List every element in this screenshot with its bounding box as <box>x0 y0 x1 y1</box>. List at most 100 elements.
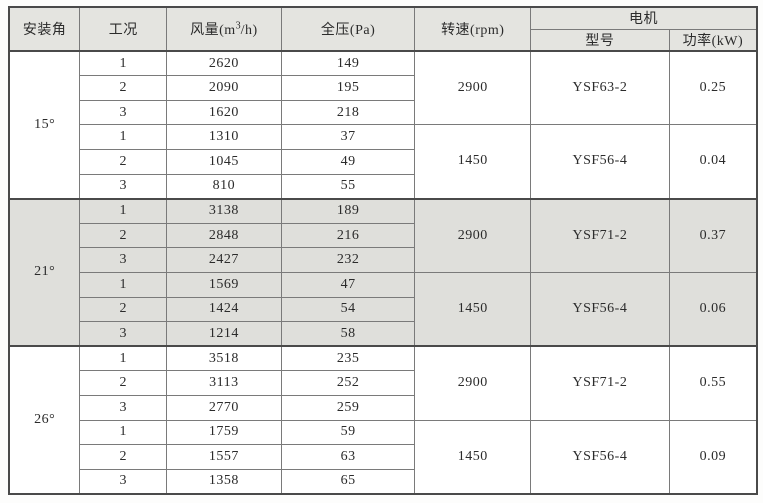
pressure-cell: 54 <box>280 296 416 323</box>
condition-cell: 3 <box>79 321 168 347</box>
condition-cell: 3 <box>79 99 168 126</box>
condition-cell: 3 <box>79 247 168 273</box>
motor-model-cell: YSF56-4 <box>530 419 670 495</box>
pressure-cell: 216 <box>280 222 416 249</box>
table-row: 1 1569 47 1450 YSF56-4 0.06 <box>9 271 758 347</box>
speed-cell: 2900 <box>414 50 532 126</box>
airflow-cell: 2620 <box>166 50 282 77</box>
table-row: 3 810 55 <box>9 173 757 200</box>
motor-model-cell: YSF71-2 <box>530 197 670 273</box>
table-row: 2 3113 252 <box>9 370 757 397</box>
header-motor: 电机 <box>530 6 758 30</box>
speed-cell: 2900 <box>414 345 532 421</box>
condition-cell: 3 <box>79 395 168 421</box>
condition-cell: 2 <box>79 370 168 397</box>
pressure-cell: 63 <box>280 444 416 470</box>
pressure-cell: 235 <box>280 345 416 372</box>
airflow-cell: 3113 <box>166 370 282 397</box>
condition-cell: 2 <box>79 148 168 175</box>
header-airflow: 风量(m3/h) <box>166 6 282 52</box>
condition-cell: 1 <box>79 50 168 77</box>
airflow-cell: 2770 <box>166 395 282 421</box>
airflow-cell: 1358 <box>166 468 282 495</box>
pressure-cell: 149 <box>280 50 416 77</box>
motor-power-cell: 0.37 <box>668 197 758 273</box>
airflow-cell: 1557 <box>166 444 282 470</box>
airflow-cell: 3518 <box>166 345 282 372</box>
header-motor-power: 功率(kW) <box>668 28 758 52</box>
motor-power-cell: 0.04 <box>668 124 758 200</box>
header-airflow-superscript: 3 <box>235 20 241 32</box>
airflow-cell: 1424 <box>166 296 282 323</box>
condition-cell: 2 <box>79 444 168 470</box>
airflow-cell: 1045 <box>166 148 282 175</box>
table-row: 1 1759 59 1450 YSF56-4 0.09 <box>9 419 758 495</box>
motor-power-cell: 0.09 <box>668 419 758 495</box>
pressure-cell: 58 <box>280 321 416 347</box>
motor-power-cell: 0.55 <box>668 345 758 421</box>
airflow-cell: 3138 <box>166 197 282 224</box>
motor-model-cell: YSF56-4 <box>530 124 670 200</box>
airflow-cell: 1214 <box>166 321 282 347</box>
airflow-cell: 1569 <box>166 271 282 298</box>
condition-cell: 3 <box>79 173 168 200</box>
airflow-cell: 2848 <box>166 222 282 249</box>
fan-specification-table: 安装角 工况 风量(m3/h) 全压(Pa) 转速(rpm) 电机 型号 功率(… <box>8 6 758 495</box>
condition-cell: 1 <box>79 124 168 150</box>
speed-cell: 2900 <box>414 197 532 273</box>
condition-cell: 1 <box>79 271 168 298</box>
motor-model-cell: YSF71-2 <box>530 345 670 421</box>
table-row: 2 2090 195 <box>9 75 757 101</box>
table-row: 2 1557 63 <box>9 444 757 470</box>
pressure-cell: 59 <box>280 419 416 446</box>
header-motor-model: 型号 <box>530 28 670 52</box>
condition-cell: 1 <box>79 197 168 224</box>
table-row: 21° 1 3138 189 2900 YSF71-2 0.37 <box>8 197 758 347</box>
condition-cell: 1 <box>79 345 168 372</box>
condition-cell: 2 <box>79 75 168 101</box>
header-angle: 安装角 <box>8 6 81 52</box>
condition-cell: 1 <box>79 419 168 446</box>
header-speed: 转速(rpm) <box>414 6 532 52</box>
table-row: 2 1045 49 <box>9 148 757 175</box>
airflow-cell: 2427 <box>166 247 282 273</box>
header-pressure: 全压(Pa) <box>280 6 416 52</box>
airflow-cell: 810 <box>166 173 282 200</box>
speed-cell: 1450 <box>414 271 532 347</box>
airflow-cell: 1759 <box>166 419 282 446</box>
table-row: 3 1620 218 <box>9 99 757 126</box>
speed-cell: 1450 <box>414 124 532 200</box>
motor-model-cell: YSF63-2 <box>530 50 670 126</box>
pressure-cell: 252 <box>280 370 416 397</box>
table-row: 3 1358 65 <box>9 468 757 495</box>
pressure-cell: 49 <box>280 148 416 175</box>
header-condition: 工况 <box>79 6 168 52</box>
airflow-cell: 1620 <box>166 99 282 126</box>
condition-cell: 2 <box>79 296 168 323</box>
angle-cell: 26° <box>8 345 81 495</box>
pressure-cell: 65 <box>280 468 416 495</box>
header-airflow-suffix: /h) <box>240 23 258 38</box>
angle-cell: 21° <box>8 197 81 347</box>
header-row-2: 型号 功率(kW) <box>9 28 758 52</box>
motor-power-cell: 0.06 <box>668 271 758 347</box>
motor-power-cell: 0.25 <box>668 50 758 126</box>
pressure-cell: 55 <box>280 173 416 200</box>
table-row: 26° 1 3518 235 2900 YSF71-2 0.55 <box>8 345 758 495</box>
airflow-cell: 2090 <box>166 75 282 101</box>
pressure-cell: 195 <box>280 75 416 101</box>
condition-cell: 3 <box>79 468 168 495</box>
condition-cell: 2 <box>79 222 168 249</box>
speed-cell: 1450 <box>414 419 532 495</box>
motor-model-cell: YSF56-4 <box>530 271 670 347</box>
pressure-cell: 259 <box>280 395 416 421</box>
airflow-cell: 1310 <box>166 124 282 150</box>
pressure-cell: 232 <box>280 247 416 273</box>
pressure-cell: 37 <box>280 124 416 150</box>
pressure-cell: 47 <box>280 271 416 298</box>
table-row: 15° 1 2620 149 2900 YSF63-2 0.25 <box>8 50 758 200</box>
header-row-1: 安装角 工况 风量(m3/h) 全压(Pa) 转速(rpm) 电机 <box>8 6 758 52</box>
table-row: 3 2427 232 <box>9 247 757 273</box>
table-row: 1 1310 37 1450 YSF56-4 0.04 <box>9 124 758 200</box>
